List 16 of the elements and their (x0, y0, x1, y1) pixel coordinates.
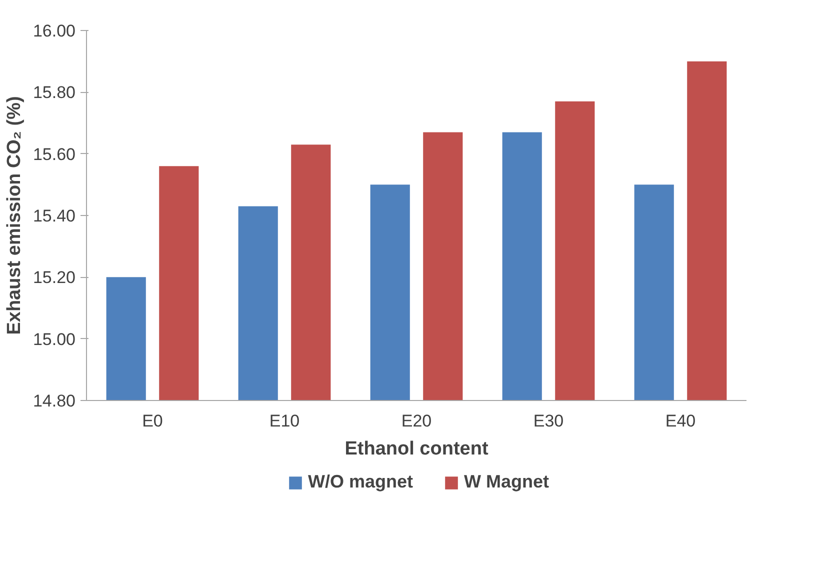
y-tick-label: 15.20 (32, 268, 76, 288)
x-tick-label: E30 (533, 412, 564, 430)
y-tick-label: 15.60 (32, 144, 76, 164)
x-tick-label: E20 (401, 412, 432, 430)
legend-label: W/O magnet (308, 472, 414, 492)
x-axis-title: Ethanol content (344, 438, 489, 460)
legend-label: W Magnet (464, 472, 550, 492)
y-tick-label: 15.80 (32, 83, 76, 102)
y-tick-label: 14.80 (32, 392, 76, 410)
y-tick-label: 15.00 (32, 330, 76, 349)
y-axis-title: Exhaust emission CO₂ (%) (4, 96, 25, 335)
x-tick-label: E40 (665, 412, 696, 430)
y-tick-label: 15.40 (32, 206, 76, 226)
y-tick-label: 16.00 (32, 22, 76, 40)
x-tick-label: E10 (269, 412, 300, 430)
x-tick-label: E0 (142, 412, 163, 430)
